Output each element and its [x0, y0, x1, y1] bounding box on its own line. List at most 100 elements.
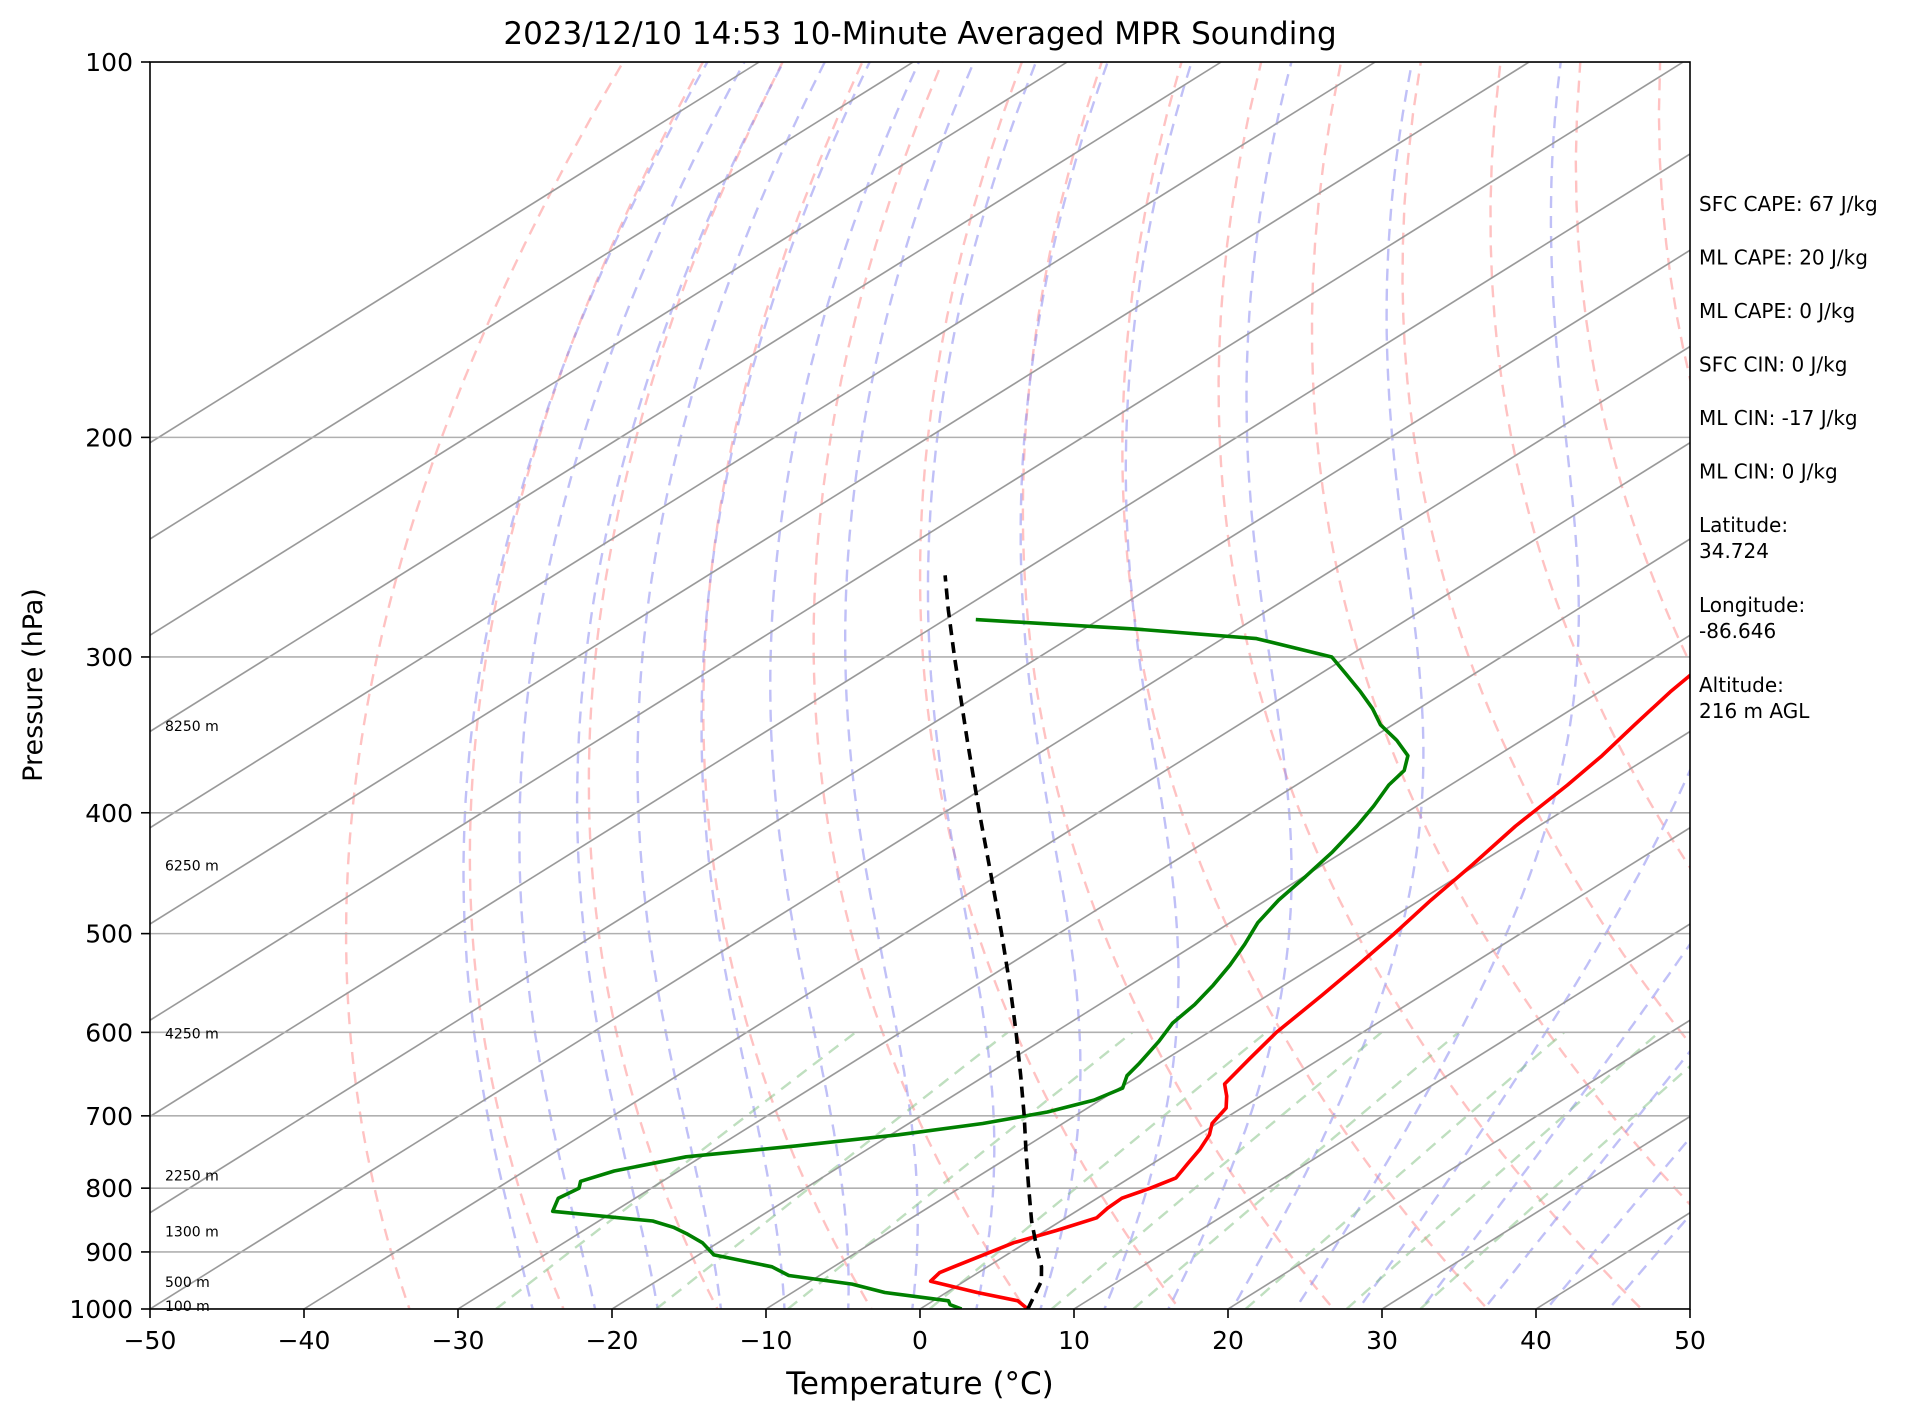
- annotation-line: Altitude:: [1699, 673, 1784, 697]
- moist-adiabat: [1357, 767, 1690, 1309]
- y-tick-label: 500: [85, 920, 133, 949]
- annotation-line: SFC CIN: 0 J/kg: [1699, 353, 1847, 377]
- x-tick-label: −20: [586, 1326, 639, 1355]
- gridlines: [150, 62, 1690, 1309]
- dry-adiabat: [1401, 62, 1690, 1046]
- height-label: 100 m: [165, 1299, 210, 1315]
- chart-title: 2023/12/10 14:53 10-Minute Averaged MPR …: [503, 16, 1336, 52]
- x-tick-label: 20: [1212, 1326, 1244, 1355]
- height-label: 6250 m: [165, 858, 219, 874]
- dry-adiabat: [702, 62, 873, 1309]
- isotherm: [457, 538, 1690, 1309]
- x-axis-ticks: −50 −40 −30 −20 −10 0 10 20 30 40 50: [124, 1309, 1706, 1355]
- mixing-ratio-line: [655, 1031, 1009, 1309]
- annotation-line: ML CIN: 0 J/kg: [1699, 460, 1838, 484]
- x-tick-label: −40: [278, 1326, 331, 1355]
- sounding-traces: [550, 575, 1690, 1309]
- moist-adiabat: [462, 62, 709, 1309]
- height-label: 1300 m: [165, 1224, 219, 1240]
- x-tick-label: −50: [124, 1326, 177, 1355]
- annotation-text: ML CIN: -17 J/kg: [1699, 406, 1858, 430]
- moist-adiabat: [1419, 942, 1690, 1309]
- dry-adiabat: [918, 62, 1182, 1309]
- annotation-text: Longitude: -86.646: [1699, 593, 1805, 643]
- annotation-text: SFC CAPE: 67 J/kg: [1699, 192, 1878, 216]
- mixing-ratio-line: [787, 1031, 1134, 1309]
- x-axis-label: Temperature (°C): [785, 1366, 1054, 1402]
- y-tick-label: 900: [85, 1238, 133, 1267]
- annotation-line: ML CIN: -17 J/kg: [1699, 406, 1858, 430]
- annotation-line: Latitude:: [1699, 513, 1788, 537]
- annotation-line: ML CAPE: 20 J/kg: [1699, 246, 1868, 270]
- isotherm: [150, 62, 914, 540]
- mixing-ratio-line: [495, 1031, 857, 1309]
- background-lines: [344, 62, 1690, 1309]
- y-tick-label: 600: [85, 1018, 133, 1047]
- dry-adiabat: [468, 62, 704, 1309]
- isotherm: [150, 249, 1690, 1214]
- y-axis-ticks: 1000 900 800 700 600 500 400 300 200 100: [69, 48, 150, 1324]
- dry-adiabat: [812, 62, 1027, 1309]
- annotation-text: ML CAPE: 20 J/kg: [1699, 246, 1868, 270]
- height-label: 2250 m: [165, 1168, 219, 1184]
- y-tick-label: 400: [85, 799, 133, 828]
- temperature-trace: [928, 673, 1690, 1309]
- moist-adiabat: [769, 62, 920, 1309]
- isotherm: [150, 62, 1068, 637]
- annotation-text: Latitude: 34.724: [1699, 513, 1788, 563]
- isotherm: [150, 153, 1690, 1118]
- height-label: 500 m: [165, 1275, 210, 1291]
- height-labels: 8250 m 6250 m 4250 m 2250 m 1300 m 500 m 100 m: [165, 719, 219, 1315]
- moist-adiabat: [1166, 62, 1293, 1309]
- annotation-line: SFC CAPE: 67 J/kg: [1699, 192, 1878, 216]
- moist-adiabat: [1293, 62, 1581, 1309]
- x-tick-label: −10: [740, 1326, 793, 1355]
- parcel-trace: [943, 575, 1044, 1309]
- moist-adiabat: [518, 62, 746, 1309]
- isotherm: [150, 62, 760, 444]
- x-tick-label: 40: [1520, 1326, 1552, 1355]
- y-tick-label: 1000: [69, 1295, 133, 1324]
- height-label: 4250 m: [165, 1026, 219, 1042]
- annotation-text: SFC CIN: 0 J/kg: [1699, 353, 1847, 377]
- isotherm: [919, 826, 1690, 1309]
- isotherm: [150, 62, 1530, 925]
- isotherm: [150, 62, 1376, 829]
- annotation-line: ML CAPE: 0 J/kg: [1699, 299, 1855, 323]
- dewpoint-trace: [550, 617, 1410, 1309]
- isotherm: [611, 634, 1690, 1309]
- isotherm: [150, 62, 1222, 733]
- moist-adiabat: [700, 62, 871, 1309]
- y-axis-label: Pressure (hPa): [18, 588, 49, 782]
- isotherm: [150, 345, 1690, 1309]
- moist-adiabat: [844, 62, 975, 1309]
- moist-adiabat: [926, 62, 1038, 1309]
- height-label: 8250 m: [165, 719, 219, 735]
- annotation-line: -86.646: [1699, 619, 1776, 643]
- dry-adiabat: [587, 62, 784, 1309]
- dry-adiabat: [1121, 62, 1490, 1309]
- x-tick-label: 50: [1674, 1326, 1706, 1355]
- isotherm: [303, 441, 1690, 1309]
- y-tick-label: 200: [85, 423, 133, 452]
- x-tick-label: 0: [912, 1326, 928, 1355]
- y-tick-label: 100: [85, 48, 133, 77]
- dry-adiabat: [1574, 62, 1690, 666]
- x-tick-label: −30: [432, 1326, 485, 1355]
- x-tick-label: 30: [1366, 1326, 1398, 1355]
- mixing-ratio-line: [1419, 1064, 1690, 1309]
- annotation-line: Longitude:: [1699, 593, 1805, 617]
- annotation-text: ML CIN: 0 J/kg: [1699, 460, 1838, 484]
- isotherm: [765, 730, 1690, 1309]
- annotation-text: ML CAPE: 0 J/kg: [1699, 299, 1855, 323]
- annotation-text: Altitude: 216 m AGL: [1699, 673, 1810, 723]
- isotherm: [1073, 923, 1690, 1309]
- dry-adiabat: [1021, 62, 1336, 1309]
- annotation-line: 216 m AGL: [1699, 699, 1810, 723]
- y-tick-label: 700: [85, 1102, 133, 1131]
- moist-adiabat: [1019, 62, 1109, 1309]
- moist-adiabat: [1230, 62, 1425, 1309]
- y-tick-label: 300: [85, 643, 133, 672]
